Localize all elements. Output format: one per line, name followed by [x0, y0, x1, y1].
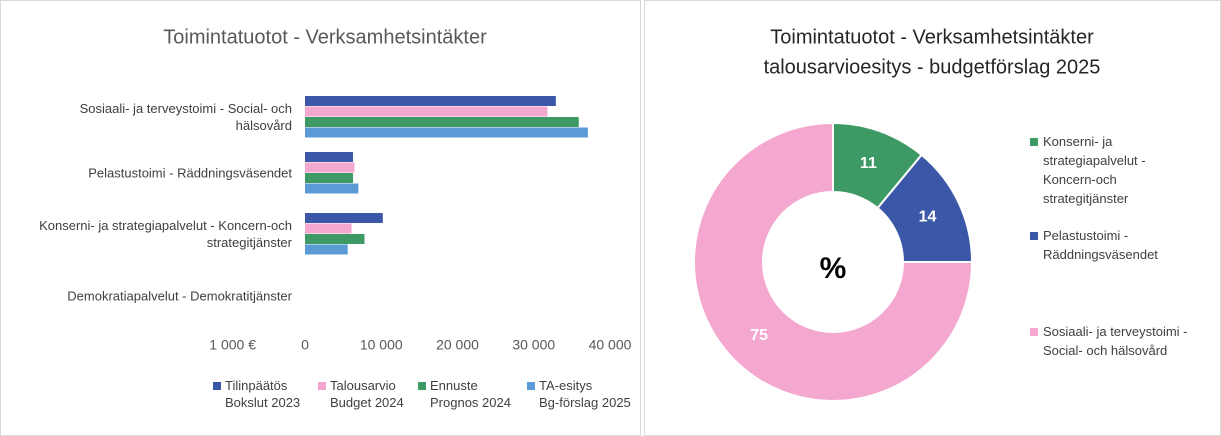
bar — [305, 213, 383, 223]
chart-title: Toimintatuotot - Verksamhetsintäkter — [770, 26, 1094, 48]
center-label: % — [820, 252, 847, 285]
legend-label: Konserni- ja strategiapalvelut - Koncern… — [1043, 134, 1146, 206]
legend-swatch — [418, 382, 426, 390]
legend-label: TA-esitys Bg-förslag 2025 — [539, 378, 631, 410]
donut-slice — [693, 121, 974, 402]
bar — [305, 162, 355, 173]
data-label: 11 — [860, 155, 877, 172]
legend-swatch — [1030, 138, 1038, 146]
legend-label: Talousarvio Budget 2024 — [330, 378, 404, 410]
legend-label: Tilinpäätös Bokslut 2023 — [225, 378, 301, 410]
x-tick-label: 10 000 — [360, 337, 403, 353]
data-label: 14 — [919, 209, 937, 226]
legend-swatch — [213, 382, 221, 390]
chart-title: Toimintatuotot - Verksamhetsintäkter — [163, 26, 487, 48]
x-tick-label: 20 000 — [436, 337, 479, 353]
x-tick-label: 0 — [301, 337, 309, 353]
bar — [305, 106, 548, 117]
bar — [305, 244, 348, 255]
bar — [305, 234, 365, 244]
category-label: Pelastustoimi - Räddningsväsendet — [88, 165, 292, 181]
bar — [305, 173, 354, 183]
x-tick-label: 30 000 — [512, 337, 555, 353]
unit-label: 1 000 € — [209, 337, 256, 353]
bar — [305, 96, 556, 106]
category-label: Demokratiapalvelut - Demokratitjänster — [67, 288, 292, 304]
legend-swatch — [1030, 232, 1038, 240]
legend-swatch — [527, 382, 535, 390]
legend-label: Ennuste Prognos 2024 — [430, 378, 511, 410]
legend-label: Sosiaali- ja terveystoimi - Social- och … — [1043, 324, 1188, 358]
category-label: Konserni- ja strategiapalvelut - Koncern… — [39, 218, 292, 250]
bar — [305, 152, 354, 162]
bar — [305, 223, 352, 234]
legend-swatch — [1030, 328, 1038, 336]
legend-swatch — [318, 382, 326, 390]
category-label: Sosiaali- ja terveystoimi - Social- och … — [79, 101, 292, 133]
data-label: 75 — [750, 327, 768, 344]
bar — [305, 117, 579, 127]
bar — [305, 183, 359, 194]
bar — [305, 127, 588, 138]
legend-label: Pelastustoimi - Räddningsväsendet — [1043, 228, 1158, 262]
x-tick-label: 40 000 — [589, 337, 632, 353]
chart-subtitle: talousarvioesitys - budgetförslag 2025 — [764, 56, 1101, 78]
